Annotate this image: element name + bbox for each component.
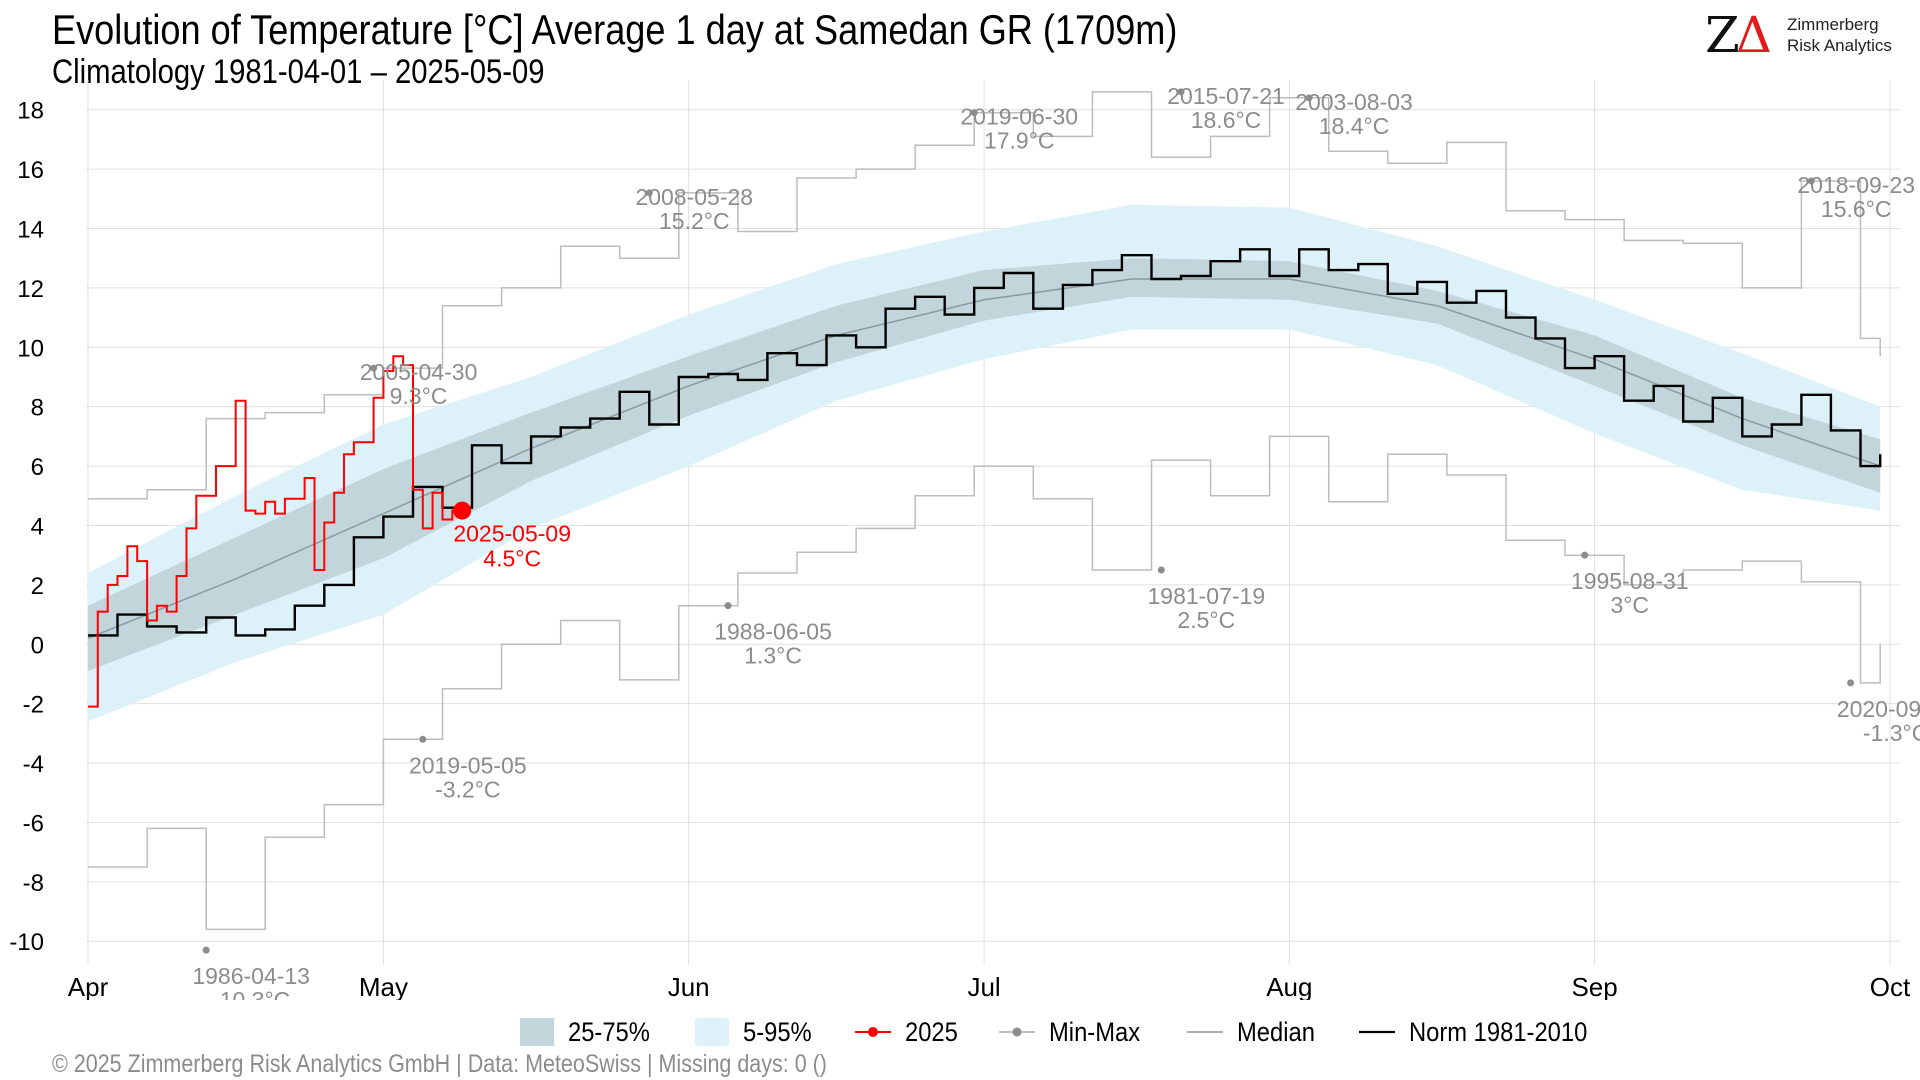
record-date-label: 1986-04-13 bbox=[192, 963, 310, 989]
legend-swatch-median bbox=[1186, 1022, 1223, 1042]
record-value-label: -1.3°C bbox=[1863, 720, 1920, 746]
y-tick-label: 18 bbox=[17, 98, 44, 125]
record-value-label: 1.3°C bbox=[744, 643, 802, 669]
record-date-label: 2003-08-03 bbox=[1295, 89, 1413, 115]
record-date-label: 2008-05-28 bbox=[635, 184, 753, 210]
record-date-label: 2020-09-27 bbox=[1837, 696, 1920, 722]
record-point bbox=[1177, 88, 1185, 96]
record-value-label: 15.2°C bbox=[659, 208, 730, 234]
y-tick-label: 14 bbox=[17, 216, 44, 243]
record-value-label: 15.6°C bbox=[1821, 196, 1892, 222]
legend-swatch-band-25-75 bbox=[520, 1018, 554, 1046]
chart-legend: 25-75% 5-95% 2025 Min-Max Median Norm 19… bbox=[520, 1012, 1646, 1052]
record-point bbox=[724, 602, 732, 610]
y-tick-label: -6 bbox=[23, 810, 44, 837]
legend-swatch-minmax bbox=[999, 1022, 1036, 1042]
record-point bbox=[1807, 177, 1815, 185]
record-value-label: 18.4°C bbox=[1319, 113, 1390, 139]
legend-label-median: Median bbox=[1236, 1016, 1315, 1047]
record-date-label: 2018-09-23 bbox=[1797, 172, 1915, 198]
current-point-date-label: 2025-05-09 bbox=[453, 521, 571, 547]
y-tick-label: 2 bbox=[31, 573, 44, 600]
record-point bbox=[1157, 566, 1165, 574]
legend-item-band-25-75: 25-75% bbox=[520, 1017, 661, 1048]
y-tick-label: 4 bbox=[31, 513, 44, 540]
y-tick-label: 8 bbox=[31, 395, 44, 422]
record-point bbox=[970, 109, 978, 117]
x-tick-label: Jun bbox=[668, 972, 710, 1000]
record-value-label: 2.5°C bbox=[1177, 607, 1235, 633]
current-point bbox=[453, 501, 472, 520]
y-tick-label: 0 bbox=[31, 632, 44, 659]
legend-label-minmax: Min-Max bbox=[1049, 1016, 1141, 1047]
legend-swatch-current-year bbox=[855, 1022, 892, 1042]
minmax-max-line bbox=[88, 91, 1881, 500]
legend-label-band-25-75: 25-75% bbox=[568, 1016, 650, 1047]
current-point-value-label: 4.5°C bbox=[483, 546, 541, 572]
logo-mark: ZΔ bbox=[1705, 6, 1772, 64]
legend-label-norm: Norm 1981-2010 bbox=[1409, 1016, 1588, 1047]
norm-line bbox=[88, 248, 1882, 637]
minmax-min-line bbox=[88, 435, 1881, 931]
x-tick-label: Oct bbox=[1870, 972, 1911, 1000]
y-tick-label: 12 bbox=[17, 276, 44, 303]
x-tick-label: Sep bbox=[1571, 972, 1617, 1000]
temperature-chart: -10 -8 -6 -4 -2 0 2 4 6 8 10 12 14 16 18 Apr May Jun Jul Au… bbox=[9, 80, 1920, 1000]
company-logo: ZΔ Zimmerberg Risk Analytics bbox=[1705, 8, 1905, 68]
band-25-75 bbox=[88, 258, 1881, 671]
logo-name: Zimmerberg Risk Analytics bbox=[1787, 14, 1892, 56]
record-date-label: 2019-05-05 bbox=[409, 752, 527, 778]
legend-item-current-year: 2025 bbox=[855, 1017, 965, 1048]
legend-label-current-year: 2025 bbox=[905, 1016, 958, 1047]
current-year-line bbox=[88, 355, 463, 708]
record-date-label: 2015-07-21 bbox=[1167, 83, 1285, 109]
record-date-label: 1981-07-19 bbox=[1147, 583, 1265, 609]
legend-item-band-5-95: 5-95% bbox=[695, 1017, 821, 1048]
y-tick-label: -4 bbox=[23, 751, 44, 778]
record-point bbox=[1305, 94, 1313, 102]
x-tick-label: Jul bbox=[967, 972, 1000, 1000]
logo-name-line2: Risk Analytics bbox=[1787, 36, 1892, 55]
record-value-label: 17.9°C bbox=[984, 128, 1055, 154]
record-point bbox=[1581, 551, 1589, 559]
record-date-label: 1988-06-05 bbox=[714, 619, 832, 645]
y-tick-label: -2 bbox=[23, 692, 44, 719]
legend-label-band-5-95: 5-95% bbox=[743, 1016, 812, 1047]
record-value-label: -10.3°C bbox=[212, 987, 290, 1000]
record-value-label: 9.3°C bbox=[390, 383, 448, 409]
y-tick-label: -8 bbox=[23, 870, 44, 897]
record-point bbox=[1847, 679, 1855, 687]
x-tick-label: Apr bbox=[68, 972, 109, 1000]
footer-credits: © 2025 Zimmerberg Risk Analytics GmbH | … bbox=[52, 1050, 827, 1078]
logo-name-line1: Zimmerberg bbox=[1787, 15, 1879, 34]
record-date-label: 2019-06-30 bbox=[960, 104, 1078, 130]
record-point bbox=[370, 364, 378, 372]
legend-swatch-norm bbox=[1359, 1022, 1396, 1042]
record-date-label: 2005-04-30 bbox=[360, 359, 478, 385]
y-tick-label: 6 bbox=[31, 454, 44, 481]
legend-item-minmax: Min-Max bbox=[999, 1017, 1153, 1048]
y-tick-label: 16 bbox=[17, 157, 44, 184]
y-tick-label: -10 bbox=[9, 929, 44, 956]
legend-item-norm: Norm 1981-2010 bbox=[1359, 1017, 1612, 1048]
record-point bbox=[645, 189, 653, 197]
chart-title: Evolution of Temperature [°C] Average 1 … bbox=[52, 6, 1178, 53]
x-tick-label: Aug bbox=[1266, 972, 1312, 1000]
record-value-label: 3°C bbox=[1610, 592, 1649, 618]
record-point bbox=[202, 946, 210, 954]
record-point bbox=[419, 735, 427, 743]
record-value-label: -3.2°C bbox=[435, 776, 500, 802]
chart-subtitle: Climatology 1981-04-01 – 2025-05-09 bbox=[52, 53, 545, 91]
record-value-label: 18.6°C bbox=[1191, 107, 1262, 133]
legend-swatch-band-5-95 bbox=[695, 1018, 730, 1046]
y-tick-label: 10 bbox=[17, 335, 44, 362]
record-date-label: 1995-08-31 bbox=[1571, 568, 1689, 594]
x-tick-label: May bbox=[359, 972, 408, 1000]
legend-item-median: Median bbox=[1186, 1016, 1326, 1048]
band-5-95 bbox=[88, 204, 1881, 722]
